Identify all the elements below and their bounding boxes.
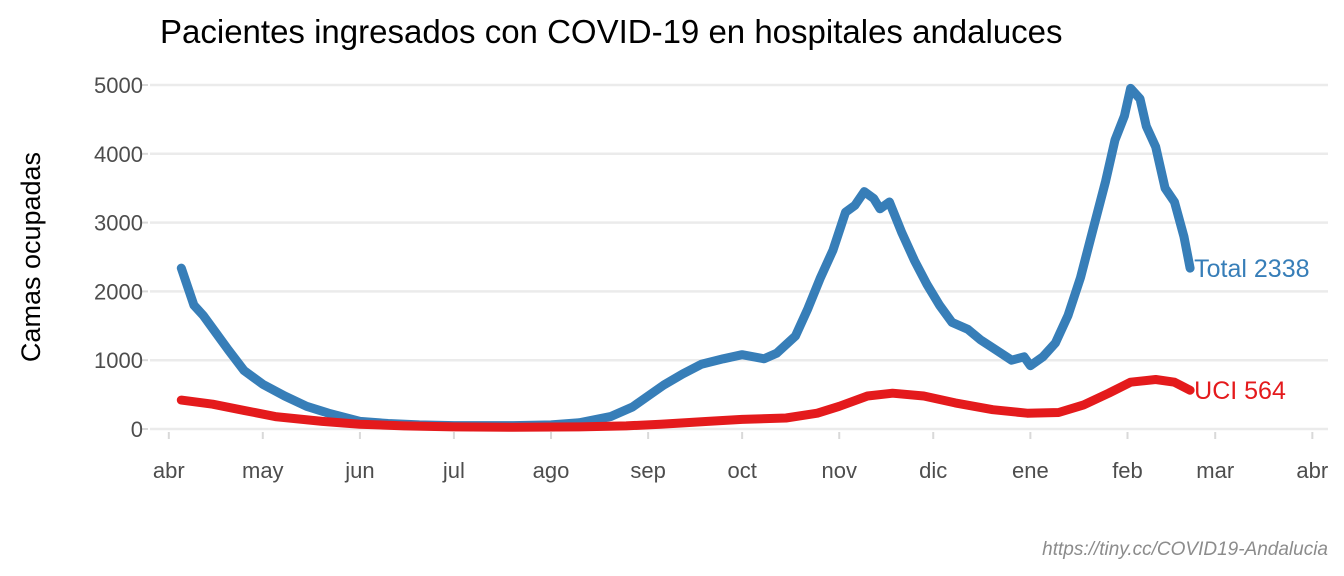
y-tick-label: 4000	[94, 142, 143, 167]
y-tick-label: 5000	[94, 73, 143, 98]
y-axis-ticks: 0 1000 2000 3000 4000 5000	[94, 73, 148, 442]
x-tick-label: abr	[153, 458, 185, 483]
y-tick-label: 0	[131, 417, 143, 442]
chart-gridlines	[150, 83, 1328, 431]
x-tick-label: ago	[533, 458, 570, 483]
x-tick-label: abr	[1296, 458, 1328, 483]
x-tick-label: jul	[442, 458, 465, 483]
x-tick-label: ene	[1012, 458, 1049, 483]
end-label-total: Total 2338	[1194, 255, 1309, 283]
series-end-labels: Total 2338 UCI 564	[1194, 255, 1309, 405]
x-tick-label: jun	[344, 458, 374, 483]
chart-caption: https://tiny.cc/COVID19-Andalucia	[1042, 539, 1328, 560]
y-tick-label: 1000	[94, 348, 143, 373]
x-tick-label: dic	[919, 458, 947, 483]
x-tick-label: oct	[727, 458, 756, 483]
x-tick-label: may	[242, 458, 284, 483]
y-tick-label: 2000	[94, 279, 143, 304]
x-tick-label: sep	[630, 458, 665, 483]
x-tick-label: mar	[1196, 458, 1234, 483]
y-axis-label: Camas ocupadas	[16, 152, 46, 362]
x-tick-label: feb	[1112, 458, 1143, 483]
series-line-total	[176, 83, 1195, 431]
chart-title: Pacientes ingresados con COVID-19 en hos…	[160, 13, 1063, 50]
x-axis-ticks: abr may jun jul ago sep oct nov dic ene feb mar abr	[153, 432, 1328, 483]
series-line-uci	[176, 375, 1195, 432]
chart-series	[176, 83, 1195, 432]
y-tick-label: 3000	[94, 211, 143, 236]
x-tick-label: nov	[822, 458, 857, 483]
end-label-uci: UCI 564	[1194, 377, 1286, 405]
